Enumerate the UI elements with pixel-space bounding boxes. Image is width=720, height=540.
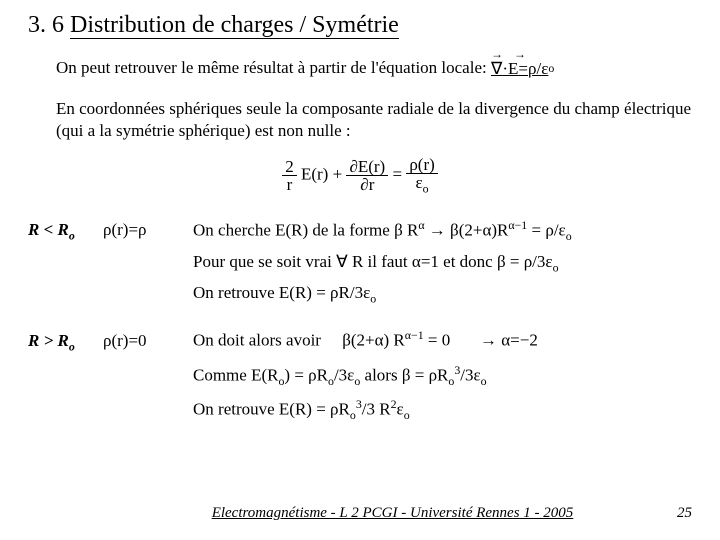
der2-c: = 0: [424, 331, 451, 350]
title-number: 3. 6: [28, 12, 64, 38]
r5o5: o: [481, 374, 487, 388]
beta-outside-result: Comme E(Ro) = ρRo/3εo alors β = ρRo3/3εo: [193, 363, 692, 389]
r5e: /3ε: [460, 365, 480, 384]
derivation-outside: On doit alors avoir β(2+α) Rα−1 = 0 → α=…: [193, 328, 692, 351]
cond-text: R < R: [28, 220, 69, 239]
page-number: 25: [677, 505, 692, 522]
vector-arrows: → →: [491, 47, 530, 63]
sub-o-eps: o: [566, 229, 572, 243]
sup2-am1: α−1: [405, 328, 424, 342]
der2-b: β(2+α) R: [342, 331, 405, 350]
sup-am1: α−1: [508, 218, 527, 232]
intro-paragraph: On peut retrouver le même résultat à par…: [56, 57, 692, 80]
Er-term: E(r) +: [297, 165, 342, 184]
sub-o-den: o: [423, 182, 429, 196]
epsilon: ε: [541, 59, 548, 78]
der-b: β(2+α)R: [450, 220, 508, 239]
r6o2: o: [404, 408, 410, 422]
r6b: /3 R: [362, 399, 391, 418]
sub-o-2: o: [553, 260, 559, 274]
r5c: /3ε: [334, 365, 354, 384]
num-rhor: ρ(r): [406, 156, 437, 174]
den-epso: εo: [406, 174, 437, 195]
divergence-equation: → → ∇·E=ρ/εo: [491, 58, 554, 80]
eps-den: ε: [416, 173, 423, 192]
spherical-paragraph: En coordonnées sphériques seule la compo…: [56, 98, 692, 142]
r6a: On retrouve E(R) = ρR: [193, 399, 350, 418]
row3-text: On retrouve E(R) = ρR/3ε: [193, 283, 370, 302]
r5b: ) = ρR: [284, 365, 328, 384]
r5d: alors β = ρR: [360, 365, 448, 384]
r6eps: ε: [397, 399, 404, 418]
cond2-text: R > R: [28, 331, 69, 350]
footer: Electromagnétisme - L 2 PCGI - Universit…: [0, 505, 720, 522]
derivation-inside: On cherche E(R) de la forme β Rα → β(2+α…: [193, 218, 692, 244]
num-dEr: ∂E(r): [346, 158, 388, 176]
arrow2: → α=−2: [480, 331, 538, 350]
row2-text: Pour que se soit vrai ∀ R il faut α=1 et…: [193, 252, 553, 271]
der2-a: On doit alors avoir: [193, 331, 321, 350]
footer-text: Electromagnétisme - L 2 PCGI - Universit…: [28, 505, 677, 522]
frac-2-r: 2 r: [282, 158, 297, 193]
sub-o-3: o: [370, 291, 376, 305]
condition-R-gt-Ro: R > Ro: [28, 331, 103, 354]
case-inside-row: R < Ro ρ(r)=ρ On cherche E(R) de la form…: [28, 218, 692, 244]
radial-divergence-equation: 2 r E(r) + ∂E(r) ∂r = ρ(r) εo: [28, 156, 692, 195]
der-c: = ρ/ε: [527, 220, 565, 239]
der-a: On cherche E(R) de la forme β R: [193, 220, 418, 239]
alpha-beta-result: Pour que se soit vrai ∀ R il faut α=1 et…: [193, 252, 692, 275]
rho-value-outside: ρ(r)=0: [103, 331, 193, 351]
E-inside-result: On retrouve E(R) = ρR/3εo: [193, 283, 692, 306]
condition-R-lt-Ro: R < Ro: [28, 220, 103, 243]
den-dr: ∂r: [346, 176, 388, 193]
r5a: Comme E(R: [193, 365, 278, 384]
case-outside-row: R > Ro ρ(r)=0 On doit alors avoir β(2+α)…: [28, 328, 692, 354]
page-title: 3. 6 Distribution de charges / Symétrie: [28, 12, 692, 39]
intro-text: On peut retrouver le même résultat à par…: [56, 58, 491, 77]
frac-rho-eps: ρ(r) εo: [406, 156, 437, 195]
den-r: r: [282, 176, 297, 193]
equals-sign: =: [392, 165, 402, 184]
sub-o: o: [548, 61, 554, 76]
arrow: →: [425, 220, 451, 239]
cond2-sub-o: o: [69, 340, 75, 354]
E-outside-result: On retrouve E(R) = ρRo3/3 R2εo: [193, 397, 692, 423]
cond-sub-o: o: [69, 229, 75, 243]
title-text: Distribution de charges / Symétrie: [70, 12, 399, 39]
rho-value-inside: ρ(r)=ρ: [103, 220, 193, 240]
num-2: 2: [282, 158, 297, 176]
frac-dEr-dr: ∂E(r) ∂r: [346, 158, 388, 193]
